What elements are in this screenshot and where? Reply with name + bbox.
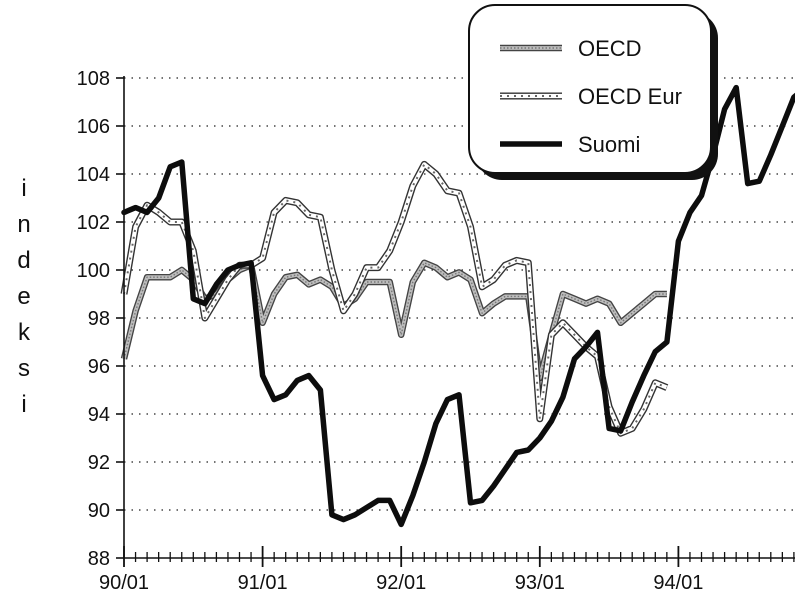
y-tick-label: 92 bbox=[88, 452, 110, 474]
y-axis-label-letter: i bbox=[21, 175, 26, 202]
tick-labels: 88 90 92 94 96 98 100 102 104 106 108 90/01 91/01 92/… bbox=[77, 68, 704, 594]
legend-item-oecd-eur: OECD Eur bbox=[500, 84, 682, 109]
y-axis-label-letter: k bbox=[18, 319, 31, 346]
y-tick-label: 88 bbox=[88, 548, 110, 570]
legend: OECD OECD Eur Suomi bbox=[468, 4, 718, 180]
series-line-hatch bbox=[123, 262, 667, 379]
y-tick-label: 102 bbox=[77, 212, 110, 234]
tick-marks bbox=[116, 77, 795, 567]
series-oecd-eur bbox=[120, 160, 669, 437]
y-axis-label-letter: s bbox=[18, 355, 30, 382]
x-tick-label: 93/01 bbox=[515, 572, 565, 594]
y-tick-label: 104 bbox=[77, 164, 110, 186]
legend-item-suomi: Suomi bbox=[500, 132, 640, 157]
legend-label: OECD bbox=[578, 36, 642, 61]
series-line bbox=[121, 84, 795, 528]
legend-label: Suomi bbox=[578, 132, 640, 157]
y-tick-label: 96 bbox=[88, 356, 110, 378]
y-tick-label: 90 bbox=[88, 500, 110, 522]
y-axis-label-letter: e bbox=[17, 283, 30, 310]
y-tick-label: 98 bbox=[88, 308, 110, 330]
x-tick-label: 94/01 bbox=[653, 572, 703, 594]
y-axis-label-letter: d bbox=[17, 247, 30, 274]
y-tick-label: 108 bbox=[77, 68, 110, 90]
series-lines bbox=[120, 84, 795, 528]
series-oecd bbox=[120, 259, 667, 382]
series-line-dashes bbox=[123, 163, 668, 435]
x-tick-label: 90/01 bbox=[99, 572, 149, 594]
legend-label: OECD Eur bbox=[578, 84, 682, 109]
legend-item-oecd: OECD bbox=[500, 36, 642, 61]
legend-items: OECD OECD Eur Suomi bbox=[500, 36, 682, 157]
x-tick-label: 92/01 bbox=[376, 572, 426, 594]
y-axis-label-letter: i bbox=[21, 391, 26, 418]
y-axis-label-letter: n bbox=[17, 211, 30, 238]
y-tick-label: 100 bbox=[77, 260, 110, 282]
y-tick-label: 94 bbox=[88, 404, 110, 426]
y-tick-label: 106 bbox=[77, 116, 110, 138]
x-tick-label: 91/01 bbox=[238, 572, 288, 594]
series-suomi bbox=[121, 84, 795, 528]
